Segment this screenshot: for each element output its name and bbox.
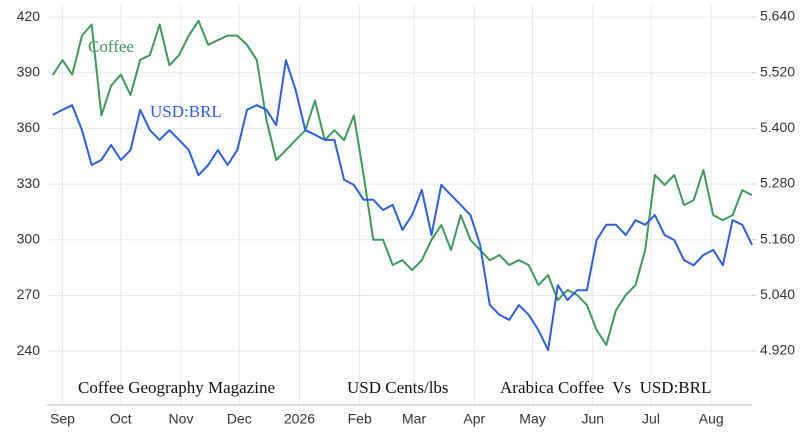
- x-tick-label: 2026: [284, 411, 315, 427]
- annotation: USD Cents/lbs: [347, 378, 449, 397]
- y-tick-label: 390: [17, 63, 41, 79]
- x-tick-label: Jun: [581, 411, 604, 427]
- y2-tick-label: 4.920: [760, 342, 795, 358]
- y2-tick-label: 5.280: [760, 175, 795, 191]
- y2-tick-label: 5.160: [760, 230, 795, 246]
- y-tick-label: 420: [17, 8, 41, 24]
- x-tick-label: Aug: [699, 411, 724, 427]
- grid: [47, 5, 752, 405]
- series-line: [52, 59, 753, 352]
- annotation: Coffee: [88, 37, 134, 56]
- x-tick-label: Dec: [227, 411, 252, 427]
- y-tick-label: 240: [17, 342, 41, 358]
- annotation: Coffee Geography Magazine: [78, 378, 275, 397]
- y-tick-label: 330: [17, 175, 41, 191]
- x-tick-label: Mar: [402, 411, 426, 427]
- x-tick-label: Apr: [463, 411, 485, 427]
- y2-tick-label: 5.640: [760, 8, 795, 24]
- x-tick-label: Jul: [642, 411, 660, 427]
- x-tick-label: May: [519, 411, 545, 427]
- annotation: Arabica Coffee Vs USD:BRL: [500, 378, 711, 397]
- x-tick-label: Feb: [348, 411, 372, 427]
- lines: [51, 19, 753, 352]
- annotation: USD:BRL: [150, 102, 222, 121]
- y-tick-label: 300: [17, 231, 41, 247]
- x-tick-label: Nov: [169, 411, 194, 427]
- y-tick-label: 360: [17, 119, 41, 135]
- y2-tick-label: 5.040: [760, 286, 795, 302]
- y2-tick-label: 5.520: [760, 63, 795, 79]
- x-tick-label: Oct: [110, 411, 132, 427]
- x-tick-label: Sep: [50, 411, 75, 427]
- y-tick-label: 270: [17, 286, 41, 302]
- y2-tick-label: 5.400: [760, 119, 795, 135]
- series-line: [51, 19, 753, 346]
